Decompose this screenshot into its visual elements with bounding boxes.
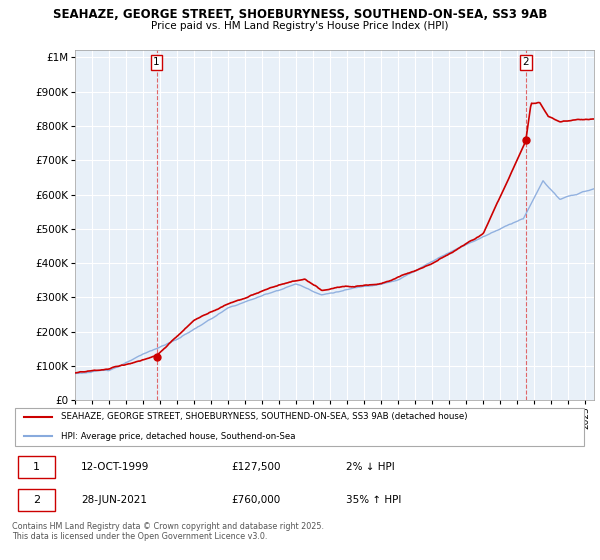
FancyBboxPatch shape <box>18 455 55 478</box>
Text: 2: 2 <box>32 495 40 505</box>
Text: 1: 1 <box>153 57 160 67</box>
Text: Contains HM Land Registry data © Crown copyright and database right 2025.
This d: Contains HM Land Registry data © Crown c… <box>12 522 324 542</box>
Text: 2: 2 <box>523 57 529 67</box>
Text: 35% ↑ HPI: 35% ↑ HPI <box>346 495 401 505</box>
Text: 1: 1 <box>32 461 40 472</box>
Text: 12-OCT-1999: 12-OCT-1999 <box>81 461 149 472</box>
FancyBboxPatch shape <box>18 489 55 511</box>
Text: SEAHAZE, GEORGE STREET, SHOEBURYNESS, SOUTHEND-ON-SEA, SS3 9AB: SEAHAZE, GEORGE STREET, SHOEBURYNESS, SO… <box>53 8 547 21</box>
Text: HPI: Average price, detached house, Southend-on-Sea: HPI: Average price, detached house, Sout… <box>61 432 295 441</box>
Text: 2% ↓ HPI: 2% ↓ HPI <box>346 461 395 472</box>
Text: Price paid vs. HM Land Registry's House Price Index (HPI): Price paid vs. HM Land Registry's House … <box>151 21 449 31</box>
FancyBboxPatch shape <box>15 408 584 446</box>
Text: 28-JUN-2021: 28-JUN-2021 <box>81 495 147 505</box>
Text: SEAHAZE, GEORGE STREET, SHOEBURYNESS, SOUTHEND-ON-SEA, SS3 9AB (detached house): SEAHAZE, GEORGE STREET, SHOEBURYNESS, SO… <box>61 412 467 421</box>
Text: £127,500: £127,500 <box>231 461 280 472</box>
Text: £760,000: £760,000 <box>231 495 280 505</box>
